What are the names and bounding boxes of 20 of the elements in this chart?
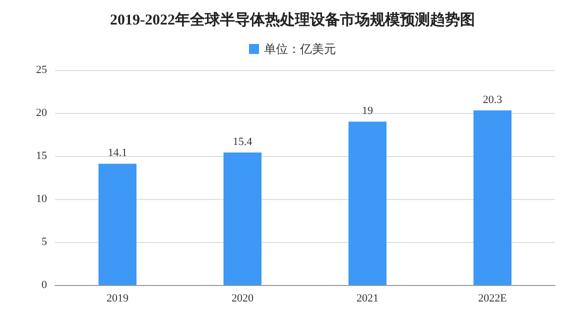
y-tick-label: 0 xyxy=(42,279,48,291)
data-label: 14.1 xyxy=(108,147,128,160)
x-tick-label: 2021 xyxy=(356,292,378,304)
y-tick-label: 20 xyxy=(36,107,48,119)
chart-title: 2019-2022年全球半导体热处理设备市场规模预测趋势图 xyxy=(110,10,475,28)
bar xyxy=(98,164,136,285)
y-tick-label: 15 xyxy=(36,150,48,162)
bar xyxy=(348,122,386,285)
data-label: 15.4 xyxy=(232,136,253,148)
bar xyxy=(224,152,262,285)
data-label: 19 xyxy=(362,105,374,118)
y-tick-label: 10 xyxy=(36,193,48,205)
legend-label: 单位：亿美元 xyxy=(264,42,336,56)
bar xyxy=(474,110,512,285)
x-tick-label: 2022E xyxy=(478,292,508,304)
data-label: 20.3 xyxy=(482,94,503,106)
x-tick-label: 2020 xyxy=(232,292,254,304)
y-tick-label: 25 xyxy=(36,64,48,76)
x-tick-label: 2019 xyxy=(106,292,129,304)
y-tick-label: 5 xyxy=(42,236,48,248)
